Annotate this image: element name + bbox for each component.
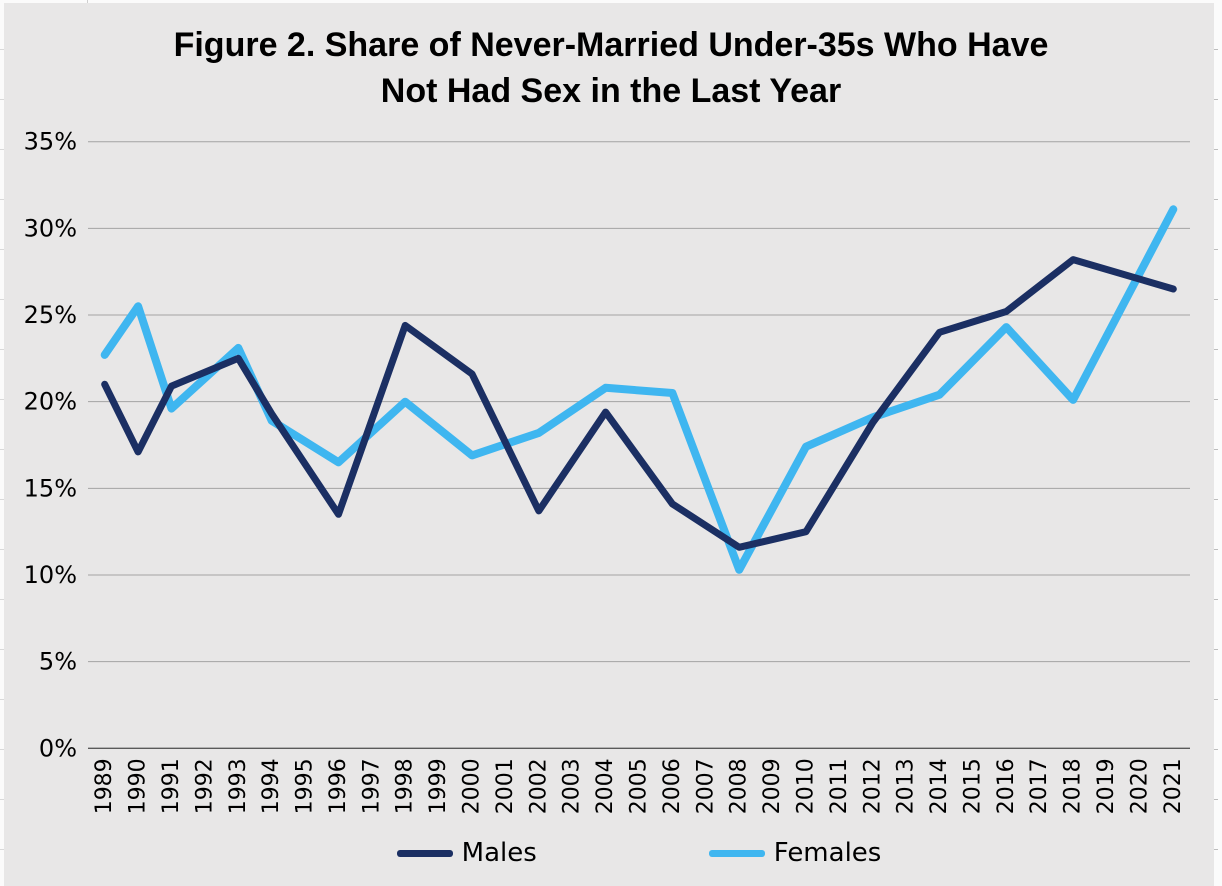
x-tick-label-2000: 2000 [460,758,485,814]
x-tick-label-2009: 2009 [760,758,785,814]
legend-item-females: Females [708,838,882,868]
x-tick-label-1992: 1992 [192,758,217,814]
x-tick-label-2017: 2017 [1027,758,1052,814]
x-tick-label-2007: 2007 [693,758,718,814]
x-tick-label-1993: 1993 [226,758,251,814]
screenshot-edge-right-ticks [1214,0,1218,886]
x-tick-label-1990: 1990 [126,758,151,814]
x-tick-label-2001: 2001 [493,758,518,814]
x-tick-label-2005: 2005 [627,758,652,814]
x-tick-label-1998: 1998 [393,758,418,814]
x-tick-label-2013: 2013 [894,758,919,814]
x-tick-label-2014: 2014 [927,758,952,814]
screenshot-edge-left [0,0,4,886]
y-tick-label-0: 0% [39,734,77,762]
x-tick-label-1989: 1989 [92,758,117,814]
x-tick-label-1994: 1994 [259,758,284,814]
x-tick-label-2016: 2016 [994,758,1019,814]
x-tick-label-2010: 2010 [793,758,818,814]
x-tick-label-2011: 2011 [827,758,852,814]
y-tick-label-5: 5% [39,648,77,676]
y-tick-label-30: 30% [24,214,77,242]
x-tick-label-2020: 2020 [1127,758,1152,814]
legend-swatch-females [708,849,765,857]
x-tick-label-2015: 2015 [960,758,985,814]
chart-title: Figure 2. Share of Never-Married Under-3… [0,22,1222,114]
screenshot-edge-right [1214,0,1222,886]
y-tick-label-10: 10% [24,561,77,589]
x-tick-label-2021: 2021 [1161,758,1186,814]
legend: Males Females [88,832,1190,874]
x-tick-label-1995: 1995 [293,758,318,814]
x-tick-label-2006: 2006 [660,758,685,814]
x-tick-label-2003: 2003 [560,758,585,814]
chart-title-line-2: Not Had Sex in the Last Year [380,72,842,110]
x-tick-label-1997: 1997 [359,758,384,814]
legend-swatch-males [396,849,453,857]
x-tick-label-2002: 2002 [526,758,551,814]
legend-label-females: Females [773,838,882,868]
x-tick-label-1999: 1999 [426,758,451,814]
x-tick-label-2012: 2012 [860,758,885,814]
y-tick-label-20: 20% [24,388,77,416]
x-tick-label-2018: 2018 [1061,758,1086,814]
y-tick-label-35: 35% [24,128,77,156]
y-tick-label-15: 15% [24,474,77,502]
legend-label-males: Males [461,838,537,868]
x-tick-label-1996: 1996 [326,758,351,814]
chart-title-line-1: Figure 2. Share of Never-Married Under-3… [173,26,1049,64]
y-tick-label-25: 25% [24,301,77,329]
screenshot-edge-top [0,0,1222,3]
x-tick-label-2008: 2008 [727,758,752,814]
x-tick-label-2019: 2019 [1094,758,1119,814]
males-line [101,256,1177,551]
x-tick-label-1991: 1991 [159,758,184,814]
x-tick-label-2004: 2004 [593,758,618,814]
legend-item-males: Males [396,838,537,868]
females-line [100,205,1178,574]
